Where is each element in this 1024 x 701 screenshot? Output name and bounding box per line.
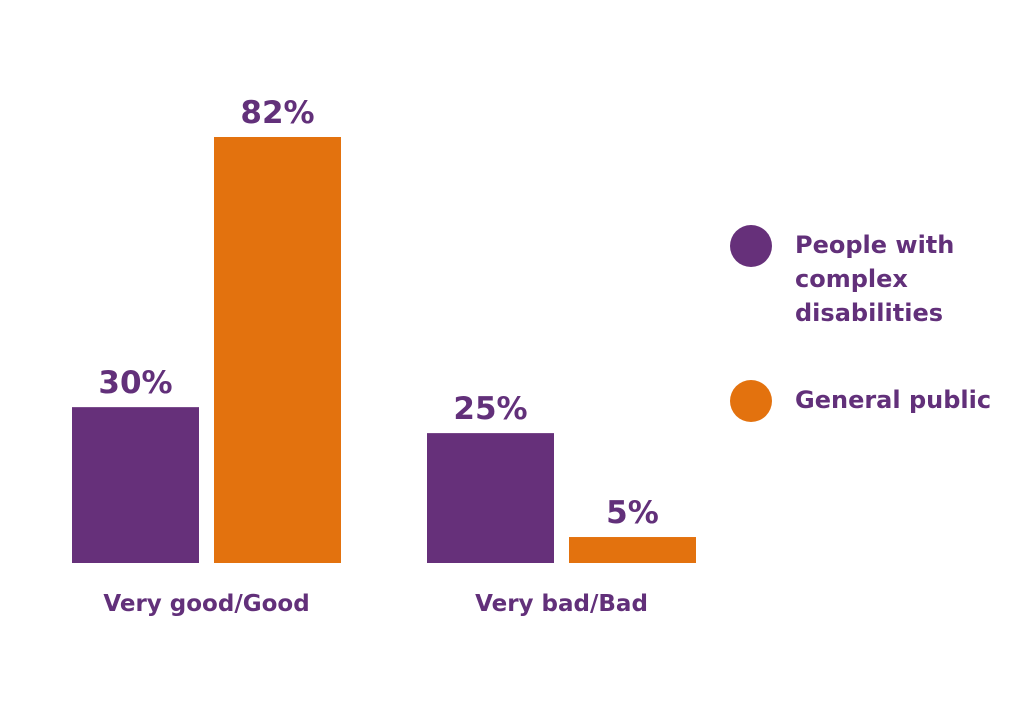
legend-label: General public	[795, 386, 992, 414]
legend-item-people-with-complex-disabilities: People with complex disabilities	[730, 225, 1010, 327]
category-labels-layer: Very good/Good Very bad/Bad	[103, 591, 648, 617]
legend-label: People with complex disabilities	[795, 231, 955, 327]
legend-swatch-orange	[730, 380, 772, 422]
bar-complex-disabilities-0	[72, 407, 199, 563]
legend-item-general-public: General public	[730, 380, 1010, 480]
category-label: Very good/Good	[103, 591, 309, 617]
legend-swatch-purple	[730, 225, 772, 267]
bar-general-public-1	[569, 537, 696, 563]
value-label: 5%	[606, 495, 659, 531]
legend: People with complex disabilities General…	[730, 225, 1010, 480]
value-labels-layer: 30% 82% 25% 5%	[98, 95, 658, 531]
value-label: 30%	[98, 365, 172, 401]
bar-complex-disabilities-1	[427, 433, 554, 563]
bars-layer	[72, 137, 696, 563]
bar-general-public-0	[214, 137, 341, 563]
value-label: 82%	[240, 95, 314, 131]
category-label: Very bad/Bad	[475, 591, 648, 617]
value-label: 25%	[453, 391, 527, 427]
